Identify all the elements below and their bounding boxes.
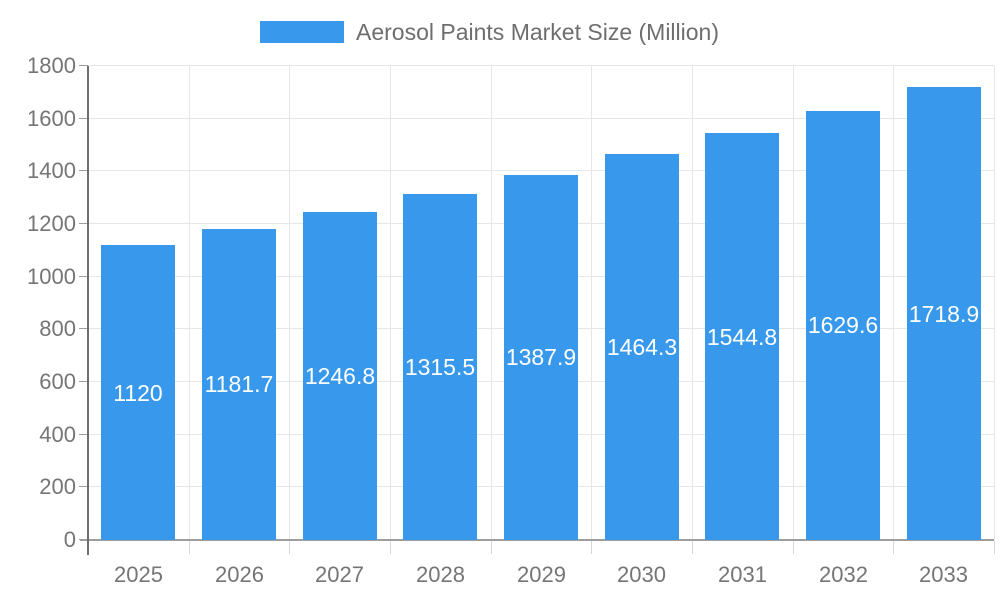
gridline-horizontal (88, 118, 994, 119)
y-axis-tick (79, 65, 88, 66)
y-axis-tick (79, 328, 88, 329)
y-axis-label: 800 (39, 316, 76, 341)
legend-label: Aerosol Paints Market Size (Million) (356, 19, 720, 45)
x-axis-label: 2033 (919, 562, 968, 587)
x-axis-tick (289, 541, 290, 554)
y-axis-tick (79, 223, 88, 224)
bar-2032[interactable] (806, 111, 880, 540)
gridline-horizontal (88, 65, 994, 66)
x-axis-label: 2029 (517, 562, 566, 587)
x-axis-label: 2026 (215, 562, 264, 587)
x-axis-tick (692, 541, 693, 554)
y-axis-tick (79, 381, 88, 382)
bar-value-label: 1718.9 (908, 301, 980, 327)
bar-value-label: 1629.6 (807, 312, 879, 338)
legend-item[interactable]: Aerosol Paints Market Size (Million) (260, 19, 720, 45)
gridline-vertical (189, 66, 190, 540)
gridline-vertical (793, 66, 794, 540)
bar-2028[interactable] (403, 194, 477, 540)
y-axis-label: 0 (63, 527, 76, 552)
x-axis-tick (793, 541, 794, 554)
y-axis-label: 1600 (27, 106, 76, 131)
bar-2031[interactable] (705, 133, 779, 540)
bar-value-label: 1315.5 (404, 354, 476, 380)
y-axis-label: 1200 (27, 211, 76, 236)
x-axis-tick (491, 541, 492, 554)
bar-value-label: 1544.8 (706, 324, 778, 350)
y-axis-label: 1000 (27, 264, 76, 289)
y-axis-label: 1800 (27, 53, 76, 78)
bar-value-label: 1120 (113, 380, 163, 406)
gridline-vertical (692, 66, 693, 540)
y-axis-line (87, 66, 89, 555)
y-axis-tick (79, 170, 88, 171)
x-axis-tick (591, 541, 592, 554)
bar-2026[interactable] (202, 229, 276, 540)
gridline-vertical (591, 66, 592, 540)
y-axis-tick (79, 118, 88, 119)
bar-value-label: 1387.9 (505, 344, 577, 370)
x-axis-label: 2030 (617, 562, 666, 587)
x-axis-label: 2027 (315, 562, 364, 587)
y-axis-label: 200 (39, 474, 76, 499)
bar-2033[interactable] (907, 87, 981, 540)
x-axis-label: 2031 (718, 562, 767, 587)
legend-swatch-icon (260, 21, 344, 43)
x-axis-label: 2032 (819, 562, 868, 587)
gridline-vertical (994, 66, 995, 540)
gridline-vertical (893, 66, 894, 540)
bar-value-label: 1464.3 (606, 334, 678, 360)
bar-2029[interactable] (504, 175, 578, 540)
gridline-horizontal (88, 170, 994, 171)
x-axis-baseline (80, 539, 994, 541)
bar-2030[interactable] (605, 154, 679, 540)
bar-value-label: 1181.7 (204, 371, 274, 397)
y-axis-tick (79, 434, 88, 435)
bar-2025[interactable] (101, 245, 175, 540)
x-axis-tick (994, 541, 995, 554)
y-axis-tick (79, 486, 88, 487)
bar-2027[interactable] (303, 212, 377, 540)
y-axis-label: 400 (39, 422, 76, 447)
x-axis-tick (390, 541, 391, 554)
gridline-vertical (289, 66, 290, 540)
x-axis-tick (189, 541, 190, 554)
x-axis-label: 2025 (114, 562, 163, 587)
gridline-vertical (390, 66, 391, 540)
gridline-vertical (491, 66, 492, 540)
bar-value-label: 1246.8 (304, 363, 376, 389)
y-axis-label: 1400 (27, 158, 76, 183)
y-axis-tick (79, 276, 88, 277)
x-axis-tick (893, 541, 894, 554)
y-axis-label: 600 (39, 369, 76, 394)
x-axis-label: 2028 (416, 562, 465, 587)
